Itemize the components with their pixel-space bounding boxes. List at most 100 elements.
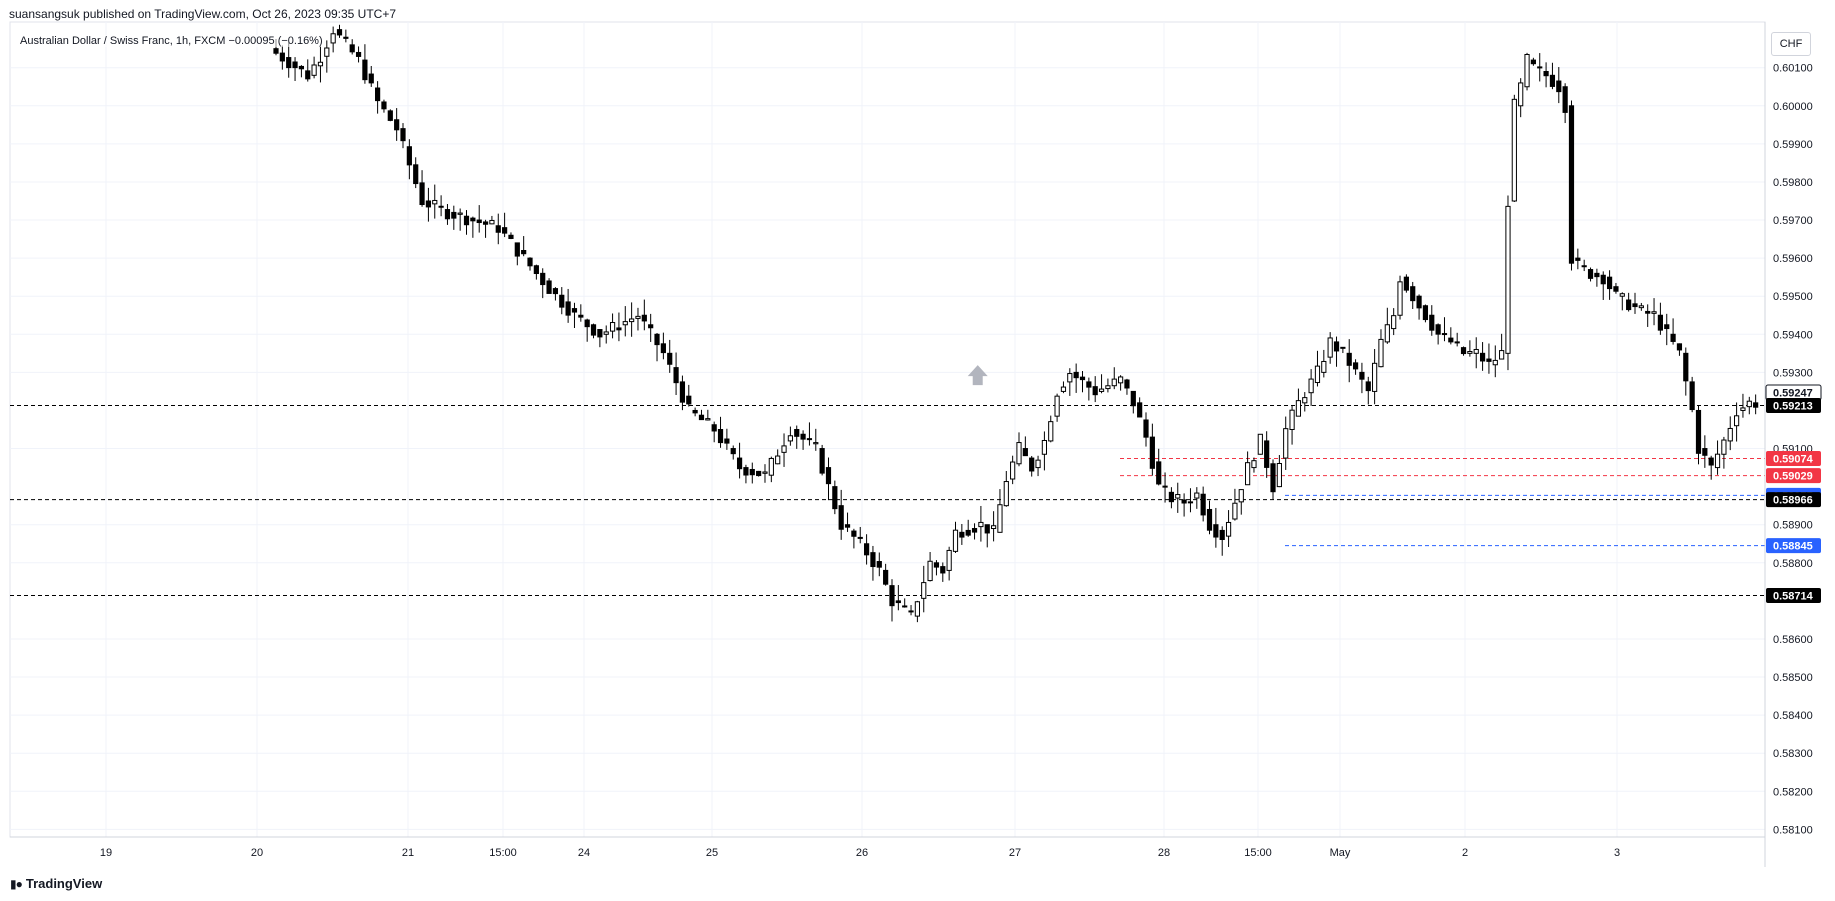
price-tags: 0.592470.592130.590740.590290.589770.589… (1765, 384, 1822, 604)
candle-body (324, 47, 330, 57)
candle-body (578, 314, 584, 318)
candle-body (362, 59, 368, 81)
candle (1511, 94, 1517, 202)
candle (1308, 369, 1314, 406)
candle (368, 65, 374, 87)
y-tick-label: 0.58100 (1773, 824, 1813, 836)
candle-body (463, 215, 470, 226)
candle-body (705, 418, 711, 421)
candle-body (571, 308, 578, 313)
candle-body (438, 205, 444, 208)
candle (870, 545, 876, 581)
candle-body (286, 57, 292, 69)
candle-body (641, 314, 647, 322)
candle-body (1568, 105, 1575, 264)
candle (1479, 342, 1486, 371)
candle-body (584, 319, 590, 328)
tradingview-brand[interactable]: ▮● TradingView (10, 876, 102, 891)
candle (641, 299, 647, 331)
candle (1168, 487, 1175, 509)
x-tick-label: 15:00 (489, 847, 517, 859)
x-tick-label: 21 (402, 847, 414, 859)
candle-body (1118, 376, 1124, 384)
candlestick-series (273, 24, 1759, 623)
candle-body (565, 301, 571, 316)
candle (375, 81, 381, 114)
candle (952, 521, 959, 553)
candle (1187, 488, 1194, 513)
candle-body (317, 61, 324, 67)
candle (349, 39, 355, 55)
candle-body (1308, 378, 1314, 394)
candle (1695, 405, 1702, 465)
candle-body (1200, 493, 1206, 516)
price-tag-box (1766, 398, 1821, 414)
candle (1079, 371, 1086, 393)
candle (1499, 333, 1505, 360)
candle-body (1740, 407, 1746, 411)
candle (1733, 402, 1740, 442)
candle (679, 375, 686, 411)
candle (648, 313, 654, 342)
candle-body (1753, 402, 1759, 408)
candle-body (1270, 463, 1276, 493)
candle (1714, 440, 1721, 475)
candle-body (1454, 341, 1460, 344)
candle-body (1435, 324, 1441, 335)
candle (819, 444, 825, 476)
candle-body (870, 552, 876, 568)
candle-body (1689, 381, 1695, 411)
candle (1403, 274, 1409, 293)
candle (1206, 500, 1213, 535)
candle (317, 46, 324, 83)
publish-info: suansangsuk published on TradingView.com… (9, 7, 397, 21)
candle-body (1321, 360, 1327, 373)
candle (781, 433, 787, 467)
candle-body (489, 219, 495, 225)
price-tag-label: 0.59213 (1773, 401, 1813, 413)
candle (1740, 393, 1746, 418)
candle-body (908, 610, 914, 613)
candle-body (1613, 286, 1619, 292)
candle-body (698, 414, 705, 421)
candle (1632, 292, 1638, 314)
y-tick-label: 0.60100 (1773, 63, 1813, 75)
candle (1035, 455, 1041, 477)
candle-body (1314, 365, 1321, 384)
candle (584, 318, 590, 342)
chart-annotations (967, 365, 988, 386)
candle (1543, 62, 1549, 88)
candle (844, 512, 851, 532)
candle (1537, 53, 1543, 82)
candle (1727, 416, 1733, 451)
candle-body (933, 562, 940, 568)
candle (1429, 305, 1435, 336)
candle-body (1143, 419, 1149, 438)
candle-body (749, 468, 755, 476)
candle (1397, 275, 1403, 320)
currency-button[interactable]: CHF (1771, 32, 1811, 56)
candle (1600, 271, 1606, 300)
candle-body (508, 234, 514, 239)
candle-body (559, 294, 565, 308)
candle-body (794, 429, 800, 437)
candle-body (368, 73, 374, 84)
candle-body (1289, 409, 1295, 430)
candle-body (724, 438, 730, 444)
candle-body (1594, 272, 1600, 278)
candle-body (1264, 440, 1270, 468)
price-tag: 0.58714 (1766, 588, 1821, 604)
candle (749, 462, 755, 484)
candle-body (895, 600, 901, 604)
candle-body (1079, 376, 1086, 381)
candle-body (717, 429, 724, 444)
candle (698, 409, 705, 421)
candle-body (1600, 274, 1606, 285)
candle (1613, 282, 1619, 294)
candle-body (406, 146, 412, 166)
candle (971, 523, 978, 540)
candle-body (1664, 324, 1670, 330)
candle-body (1372, 362, 1378, 392)
candle (311, 56, 317, 79)
